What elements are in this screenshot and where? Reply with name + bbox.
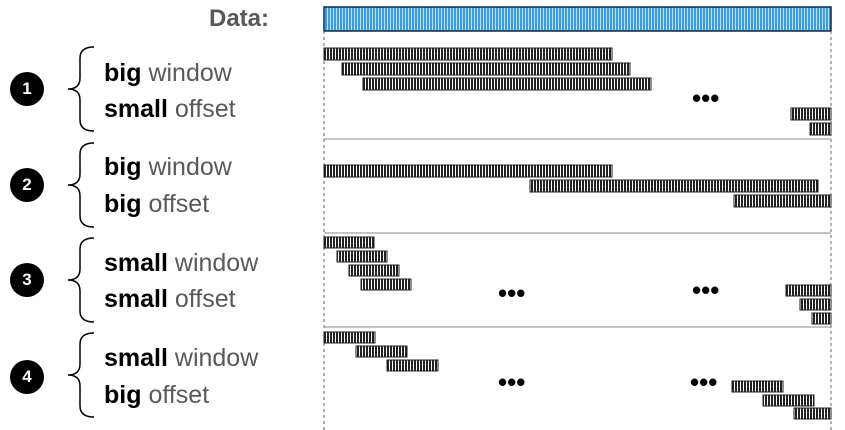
row-1-line-2-rest: offset — [167, 95, 236, 123]
row-4-line-2-bold: big — [104, 381, 142, 409]
data-bar — [323, 6, 832, 32]
row-number-3: 3 — [10, 263, 44, 297]
row-1-line-1: big window — [104, 58, 232, 88]
window-bar — [811, 312, 832, 325]
row-4-line-1-bold: small — [104, 344, 168, 372]
row-4-line-2: big offset — [104, 380, 209, 410]
window-bar — [323, 47, 613, 61]
brace-1 — [67, 46, 95, 132]
ellipsis: ••• — [692, 275, 720, 305]
window-bar — [386, 359, 439, 372]
row-2-line-2-rest: offset — [141, 190, 210, 218]
ellipsis: ••• — [692, 83, 720, 113]
row-1-line-2-bold: small — [104, 95, 168, 123]
row-4-line-2-rest: offset — [141, 381, 210, 409]
window-bar — [785, 284, 832, 297]
row-1-line-1-bold: big — [104, 59, 142, 87]
window-bar — [323, 331, 376, 344]
row-2-line-1-rest: window — [141, 153, 232, 181]
window-bar — [336, 250, 388, 263]
row-4-line-1: small window — [104, 343, 258, 373]
window-bar — [733, 194, 832, 208]
row-3-line-2-rest: offset — [167, 285, 236, 313]
row-1-line-2: small offset — [104, 94, 236, 124]
window-bar — [348, 264, 400, 277]
window-bar — [762, 394, 815, 407]
window-bar — [323, 164, 613, 178]
row-number-2: 2 — [10, 168, 44, 202]
window-bar — [790, 107, 832, 121]
window-bar — [799, 298, 832, 311]
row-3-line-1-rest: window — [167, 249, 259, 277]
window-bar — [323, 236, 375, 249]
row-3-line-1-bold: small — [104, 249, 168, 277]
row-1-line-1-rest: window — [141, 59, 232, 87]
row-3-line-1: small window — [104, 248, 258, 278]
row-number-1: 1 — [10, 72, 44, 106]
window-bar — [529, 179, 819, 193]
ellipsis: ••• — [498, 278, 526, 308]
row-number-4: 4 — [10, 360, 44, 394]
row-2-line-2: big offset — [104, 189, 209, 219]
row-2-line-1-bold: big — [104, 153, 142, 181]
window-bar — [809, 122, 832, 136]
brace-4 — [67, 332, 95, 418]
brace-3 — [67, 237, 95, 323]
ellipsis: ••• — [690, 367, 718, 397]
data-label: Data: — [209, 5, 270, 32]
window-bar — [731, 380, 784, 393]
window-bar — [362, 77, 652, 91]
window-bar — [793, 407, 832, 420]
ellipsis: ••• — [498, 367, 526, 397]
row-2-line-1: big window — [104, 152, 232, 182]
brace-2 — [67, 142, 95, 228]
window-bar — [341, 62, 631, 76]
row-2-line-2-bold: big — [104, 190, 142, 218]
window-bar — [360, 278, 412, 291]
row-3-line-2-bold: small — [104, 285, 168, 313]
row-3-line-2: small offset — [104, 284, 236, 314]
row-4-line-1-rest: window — [167, 344, 259, 372]
window-bar — [355, 345, 408, 358]
